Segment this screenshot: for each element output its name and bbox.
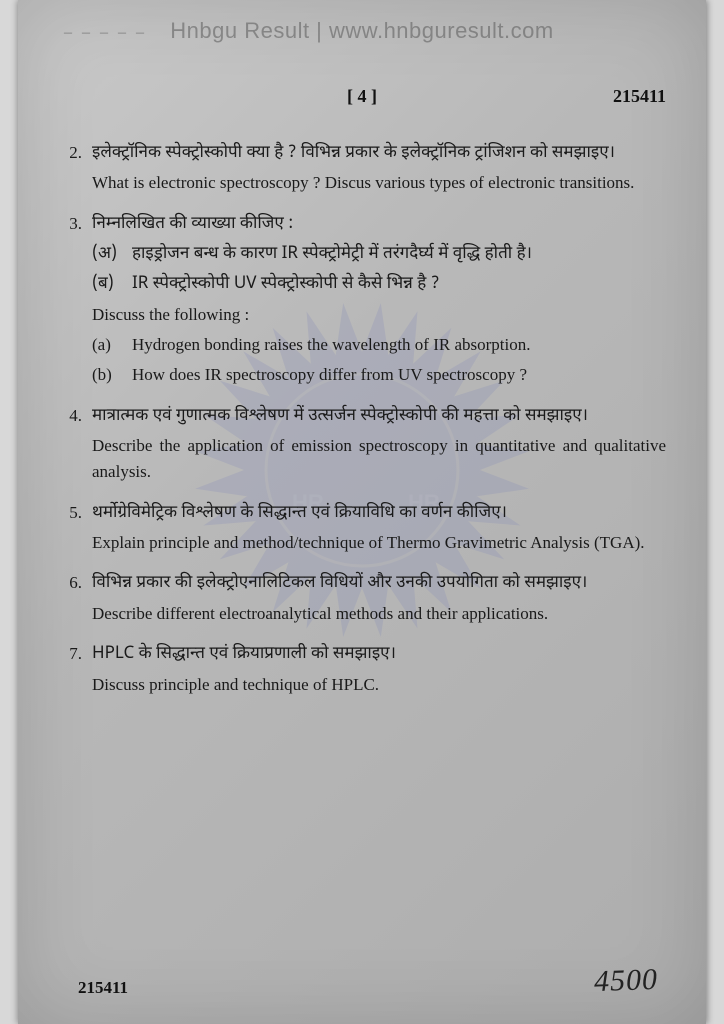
q-english: Discuss principle and technique of HPLC. <box>92 672 666 698</box>
sub-text: Hydrogen bonding raises the wavelength o… <box>132 332 666 358</box>
q-num: 4. <box>58 403 92 486</box>
sub-text: How does IR spectroscopy differ from UV … <box>132 362 666 388</box>
q-english: What is electronic spectroscopy ? Discus… <box>92 170 666 196</box>
sub-label: (b) <box>92 362 132 388</box>
paper-code-top: 215411 <box>613 86 666 107</box>
q-num: 2. <box>58 140 92 197</box>
sub-text: हाइड्रोजन बन्ध के कारण IR स्पेक्ट्रोमेट्… <box>132 241 666 267</box>
handwritten-number: 4500 <box>593 963 658 999</box>
question-2: 2. इलेक्ट्रॉनिक स्पेक्ट्रोस्कोपी क्या है… <box>58 140 666 197</box>
q-hindi: विभिन्न प्रकार की इलेक्ट्रोएनालिटिकल विध… <box>92 570 666 596</box>
q-num: 3. <box>58 211 92 389</box>
q-hindi: निम्नलिखित की व्याख्या कीजिए : <box>92 211 666 237</box>
question-5: 5. थर्मोग्रेविमेट्रिक विश्लेषण के सिद्धा… <box>58 500 666 557</box>
question-4: 4. मात्रात्मक एवं गुणात्मक विश्लेषण में … <box>58 403 666 486</box>
sub-label: (ब) <box>92 271 132 297</box>
q-num: 6. <box>58 570 92 627</box>
q-hindi: इलेक्ट्रॉनिक स्पेक्ट्रोस्कोपी क्या है ? … <box>92 140 666 166</box>
question-3: 3. निम्नलिखित की व्याख्या कीजिए : (अ) हा… <box>58 211 666 389</box>
q-english: Describe different electroanalytical met… <box>92 601 666 627</box>
footer-row: 215411 4500 <box>78 964 658 998</box>
sub-text: IR स्पेक्ट्रोस्कोपी UV स्पेक्ट्रोस्कोपी … <box>132 271 666 297</box>
sub-label: (a) <box>92 332 132 358</box>
paper-code-bottom: 215411 <box>78 978 128 998</box>
watermark-text: Hnbgu Result | www.hnbguresult.com <box>18 18 706 44</box>
exam-page: – – – – – Hnbgu Result | www.hnbguresult… <box>18 0 706 1024</box>
question-6: 6. विभिन्न प्रकार की इलेक्ट्रोएनालिटिकल … <box>58 570 666 627</box>
content-area: [ 4 ] 215411 2. इलेक्ट्रॉनिक स्पेक्ट्रोस… <box>58 86 666 698</box>
q-hindi: थर्मोग्रेविमेट्रिक विश्लेषण के सिद्धान्त… <box>92 500 666 526</box>
page-number: [ 4 ] <box>347 86 377 107</box>
sub-label: (अ) <box>92 241 132 267</box>
q-english: Describe the application of emission spe… <box>92 433 666 486</box>
q-english: Explain principle and method/technique o… <box>92 530 666 556</box>
q-num: 7. <box>58 641 92 698</box>
q-hindi: HPLC के सिद्धान्त एवं क्रियाप्रणाली को स… <box>92 641 666 667</box>
header-row: [ 4 ] 215411 <box>58 86 666 122</box>
q-num: 5. <box>58 500 92 557</box>
question-7: 7. HPLC के सिद्धान्त एवं क्रियाप्रणाली क… <box>58 641 666 698</box>
q-hindi: मात्रात्मक एवं गुणात्मक विश्लेषण में उत्… <box>92 403 666 429</box>
q-english: Discuss the following : <box>92 302 666 328</box>
